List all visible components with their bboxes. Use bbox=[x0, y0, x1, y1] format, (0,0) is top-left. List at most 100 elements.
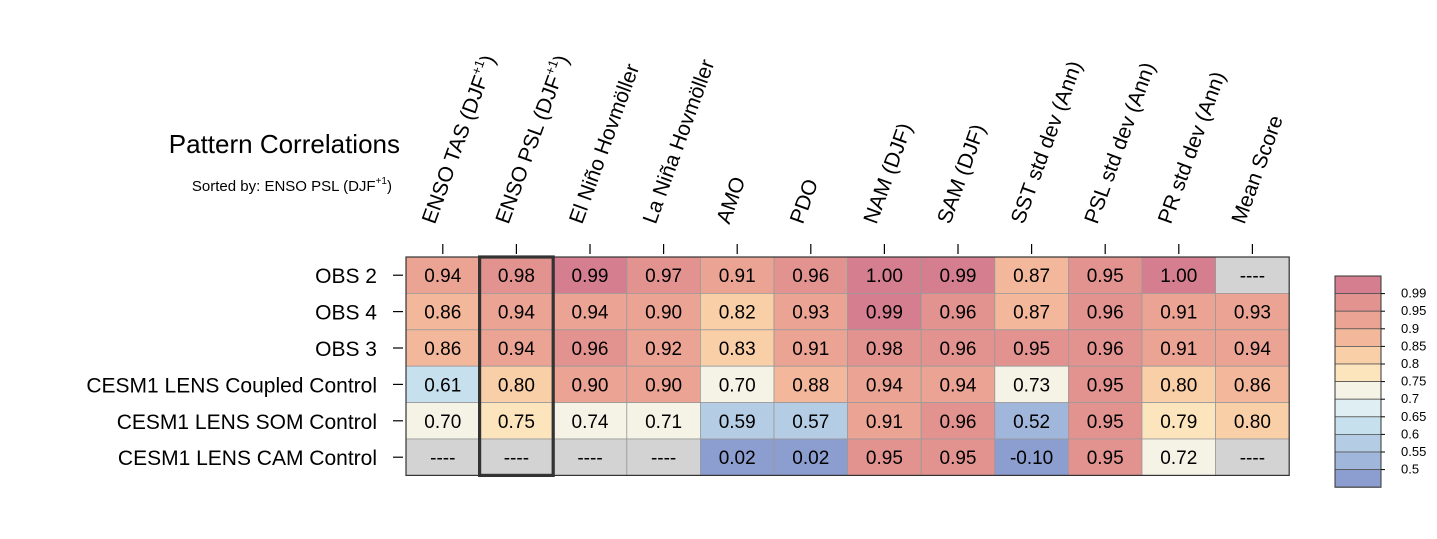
colorbar-label: 0.65 bbox=[1401, 409, 1426, 424]
heatmap-cell bbox=[479, 438, 554, 476]
cell-value-label: 0.98 bbox=[498, 266, 535, 287]
colorbar-swatch bbox=[1334, 416, 1382, 435]
column-label: AMO bbox=[712, 174, 750, 227]
cell-value-label: 0.94 bbox=[498, 303, 535, 324]
heatmap-border bbox=[405, 256, 1290, 476]
row-label: CESM1 LENS CAM Control bbox=[118, 447, 377, 470]
cell-value-label: 0.86 bbox=[424, 339, 461, 360]
heatmap-cell bbox=[700, 365, 775, 404]
heatmap-cell bbox=[552, 402, 628, 440]
cell-value-label: 0.93 bbox=[1234, 303, 1271, 324]
colorbar-label: 0.8 bbox=[1401, 356, 1419, 371]
column-label-text: NAM (DJF) bbox=[859, 120, 917, 227]
column-label-text: ENSO TAS (DJF bbox=[418, 73, 493, 227]
heatmap-cell bbox=[847, 438, 922, 476]
heatmap-cell bbox=[1215, 438, 1290, 476]
cell-value-label: 0.72 bbox=[1160, 448, 1197, 469]
cell-value-label: 0.90 bbox=[645, 303, 682, 324]
column-label: SAM (DJF) bbox=[933, 121, 990, 226]
colorbar: 0.99 0.95 0.9 0.85 0.8 0.75 0.7 0.65 0.6 0.55 0.5 bbox=[1334, 275, 1426, 488]
heatmap-cell bbox=[920, 292, 996, 331]
cell-value-label: 1.00 bbox=[866, 266, 903, 287]
cell-value-label: 0.71 bbox=[645, 412, 682, 433]
chart-subtitle: Sorted by: ENSO PSL (DJF+1) bbox=[192, 176, 392, 195]
heatmap-cell bbox=[479, 329, 554, 367]
column-label: La Niña Hovmöller bbox=[639, 57, 720, 227]
cell-value-label: 0.96 bbox=[940, 412, 977, 433]
column-label: ENSO PSL (DJF+1) bbox=[489, 51, 574, 227]
column-label: SST std dev (Ann) bbox=[1007, 58, 1087, 227]
heatmap-cell bbox=[1068, 256, 1143, 294]
colorbar-label: 0.95 bbox=[1401, 303, 1426, 318]
heatmap-cell bbox=[994, 256, 1069, 294]
heatmap-cell bbox=[920, 438, 996, 476]
row-labels: OBS 2 OBS 4 OBS 3 CESM1 LENS Coupled Contro… bbox=[86, 265, 403, 470]
colorbar-label: 0.55 bbox=[1401, 444, 1426, 459]
colorbar-swatch bbox=[1334, 398, 1382, 418]
cell-value-label: 0.91 bbox=[792, 339, 829, 360]
heatmap-cell bbox=[626, 292, 701, 331]
subtitle-superscript: +1 bbox=[376, 176, 388, 187]
colorbar-label: 0.9 bbox=[1401, 321, 1419, 336]
colorbar-swatch bbox=[1334, 381, 1382, 400]
heatmap-cell bbox=[1215, 402, 1290, 440]
column-label: PDO bbox=[786, 176, 823, 227]
column-label-text: PDO bbox=[786, 176, 823, 227]
cell-value-label: 0.80 bbox=[498, 375, 535, 396]
cell-value-label: 0.88 bbox=[792, 375, 829, 396]
cell-value-label: 0.91 bbox=[1160, 303, 1197, 324]
cell-value-label: 0.96 bbox=[792, 266, 829, 287]
cell-value-label: 0.61 bbox=[424, 375, 461, 396]
heatmap-cell bbox=[847, 365, 922, 404]
cell-value-label: ---- bbox=[1240, 448, 1265, 469]
cell-value-label: 0.86 bbox=[1234, 375, 1271, 396]
cell-value-label: 0.99 bbox=[572, 266, 609, 287]
cell-value-label: 0.99 bbox=[866, 303, 903, 324]
heatmap-cell bbox=[552, 365, 628, 404]
cell-value-label: 0.90 bbox=[572, 375, 609, 396]
heatmap-cell bbox=[773, 402, 848, 440]
heatmap-cell bbox=[626, 365, 701, 404]
subtitle-text: Sorted by: ENSO PSL (DJF bbox=[192, 178, 376, 195]
cell-value-label: 0.57 bbox=[792, 412, 829, 433]
cell-value-label: 0.94 bbox=[572, 303, 609, 324]
colorbar-swatch bbox=[1334, 345, 1382, 365]
row-label: OBS 4 bbox=[315, 302, 377, 325]
cell-value-label: 0.96 bbox=[1087, 303, 1124, 324]
column-label-text: La Niña Hovmöller bbox=[639, 57, 720, 227]
cell-value-label: 0.95 bbox=[1087, 266, 1124, 287]
cell-value-label: ---- bbox=[504, 448, 529, 469]
heatmap-cell bbox=[994, 402, 1069, 440]
heatmap-cell bbox=[1215, 256, 1290, 294]
cell-value-label: 0.02 bbox=[792, 448, 829, 469]
heatmap-cell bbox=[994, 365, 1069, 404]
cell-value-label: 0.96 bbox=[1087, 339, 1124, 360]
row-label: CESM1 LENS Coupled Control bbox=[86, 374, 377, 397]
chart-title: Pattern Correlations bbox=[169, 129, 400, 159]
heatmap-cell bbox=[847, 292, 922, 331]
heatmap-cell bbox=[700, 292, 775, 331]
cell-value-label: 0.02 bbox=[719, 448, 756, 469]
cell-value-label: 0.95 bbox=[1087, 375, 1124, 396]
heatmap-cell bbox=[1215, 292, 1290, 331]
column-label: PR std dev (Ann) bbox=[1154, 69, 1230, 227]
column-label-text: SAM (DJF) bbox=[933, 121, 990, 226]
cell-value-label: 0.93 bbox=[792, 303, 829, 324]
colorbar-swatch bbox=[1334, 310, 1382, 330]
heatmap-cell bbox=[552, 438, 628, 476]
cell-value-label: 0.87 bbox=[1013, 266, 1050, 287]
cell-value-label: 0.91 bbox=[866, 412, 903, 433]
column-label-text: Mean Score bbox=[1227, 112, 1287, 226]
row-label: CESM1 LENS SOM Control bbox=[117, 411, 377, 434]
colorbar-label: 0.5 bbox=[1401, 462, 1419, 477]
heatmap-cell bbox=[405, 402, 480, 440]
colorbar-label: 0.99 bbox=[1401, 286, 1426, 301]
cell-value-label: 0.87 bbox=[1013, 303, 1050, 324]
heatmap-cell bbox=[773, 365, 848, 404]
cell-value-label: 0.94 bbox=[424, 266, 461, 287]
colorbar-label: 0.6 bbox=[1401, 426, 1419, 441]
heatmap-cell bbox=[405, 329, 480, 367]
heatmap-cell bbox=[479, 402, 554, 440]
heatmap-cell bbox=[847, 256, 922, 294]
